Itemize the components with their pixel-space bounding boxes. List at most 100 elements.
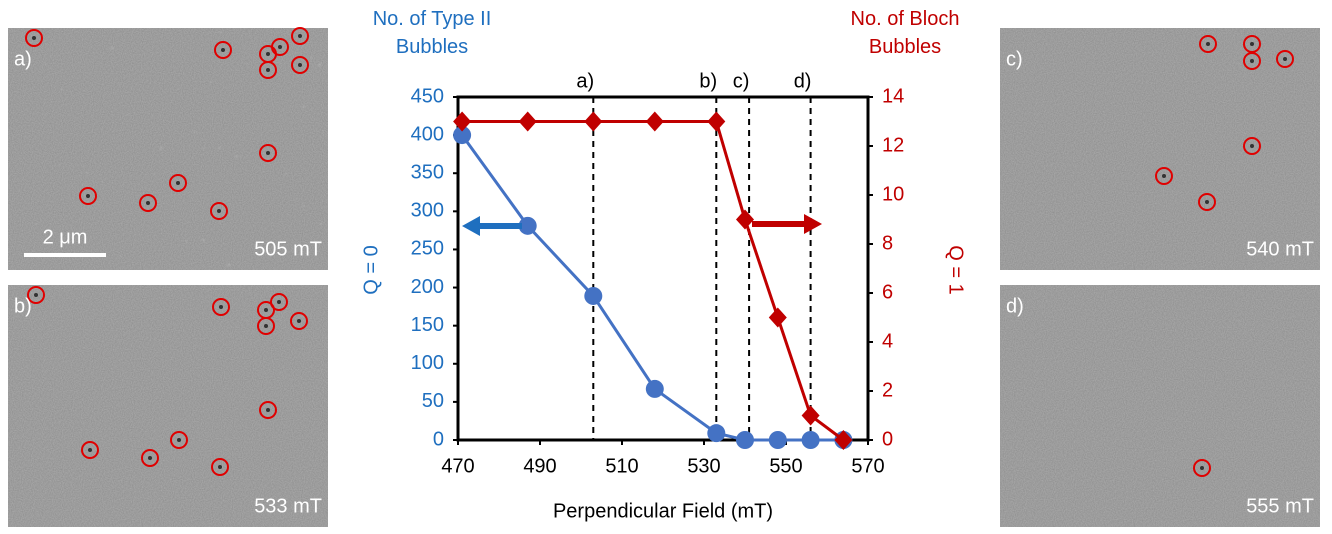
bubble-dot — [297, 319, 301, 323]
y2-tick-label: 10 — [882, 183, 904, 205]
image-noise — [1000, 28, 1320, 270]
bubble-circle — [211, 458, 229, 476]
x-tick-label: 530 — [687, 455, 720, 477]
bubble-dot — [1205, 200, 1209, 204]
data-point — [736, 209, 754, 230]
data-point — [768, 431, 787, 449]
bubble-circle — [170, 431, 188, 449]
bubble-circle — [81, 441, 99, 459]
data-point — [518, 111, 537, 132]
data-point — [453, 111, 472, 132]
bubble-circle — [169, 174, 187, 192]
axis-title: No. of Bloch Bubbles — [851, 8, 960, 58]
micrograph: a) 505 mT 2 μm — [8, 27, 328, 270]
bubble-dot — [264, 308, 268, 312]
bubble-circle — [25, 29, 43, 47]
data-point — [801, 431, 820, 449]
panel-label: a) — [14, 48, 32, 70]
panel-label: b) — [14, 295, 32, 317]
bubble-dot — [34, 293, 38, 297]
bubble-dot — [1283, 57, 1287, 61]
bubble-circle — [271, 38, 289, 56]
y2-tick-label: 2 — [882, 379, 893, 401]
x-tick-label: 490 — [523, 455, 556, 477]
x-tick-label: 510 — [605, 455, 638, 477]
bubble-dot — [177, 438, 181, 442]
bubble-dot — [218, 465, 222, 469]
bubble-dot — [1162, 174, 1166, 178]
micrograph: c) 540 mT — [1000, 28, 1320, 270]
axis-arrowhead — [804, 214, 822, 234]
bubble-circle — [1199, 35, 1217, 53]
bubble-dot — [278, 45, 282, 49]
bubble-dot — [146, 201, 150, 205]
data-point — [518, 216, 537, 235]
data-point — [707, 424, 726, 443]
bubble-circle — [291, 27, 309, 45]
bubble-dot — [88, 448, 92, 452]
field-label: 555 mT — [1246, 495, 1314, 517]
panel-label: c) — [1006, 48, 1023, 70]
y2-tick-label: 6 — [882, 281, 893, 303]
data-point — [453, 126, 472, 145]
bubble-dot — [298, 34, 302, 38]
bubble-circle — [141, 449, 159, 467]
marker-label: d) — [794, 70, 812, 92]
y-tick-label: 250 — [411, 238, 444, 260]
bubble-dot — [1250, 144, 1254, 148]
bubble-dot — [148, 456, 152, 460]
x-tick-label: 470 — [441, 455, 474, 477]
bubble-circle — [1155, 167, 1173, 185]
bubble-circle — [259, 61, 277, 79]
micrograph: d) 555 mT — [1000, 285, 1320, 527]
data-point — [707, 111, 726, 132]
data-point — [584, 286, 603, 305]
bubble-circle — [27, 286, 45, 304]
bubble-dot — [264, 324, 268, 328]
data-point — [801, 405, 820, 426]
micrograph: b) 533 mT — [8, 285, 328, 527]
bubble-dot — [266, 52, 270, 56]
image-noise — [8, 285, 328, 527]
bubble-dot — [217, 209, 221, 213]
data-point — [645, 111, 664, 132]
bubble-dot — [1206, 42, 1210, 46]
y2-axis-subtitle: Q = 1 — [945, 245, 967, 294]
image-noise — [1000, 285, 1320, 527]
data-point — [645, 379, 664, 398]
marker-label: a) — [576, 70, 594, 92]
y-tick-label: 200 — [411, 276, 444, 298]
bubble-dot — [298, 63, 302, 67]
field-label: 505 mT — [254, 238, 322, 260]
bubble-dot — [266, 151, 270, 155]
bubble-dot — [1250, 42, 1254, 46]
bubble-circle — [1198, 193, 1216, 211]
scale-bar-label: 2 μm — [43, 226, 88, 248]
y-tick-label: 300 — [411, 200, 444, 222]
y-tick-label: 400 — [411, 123, 444, 145]
bubble-circle — [290, 312, 308, 330]
x-axis-title: Perpendicular Field (mT) — [553, 500, 773, 522]
bubble-circle — [1243, 52, 1261, 70]
bubble-dot — [86, 194, 90, 198]
y2-tick-label: 4 — [882, 330, 893, 352]
x-tick-label: 570 — [851, 455, 884, 477]
axis-title: No. of Type II Bubbles — [373, 8, 492, 58]
bubble-circle — [291, 56, 309, 74]
bubble-circle — [212, 298, 230, 316]
marker-label: b) — [699, 70, 717, 92]
bubble-dot — [266, 68, 270, 72]
data-point — [768, 307, 787, 328]
marker-label: c) — [733, 70, 750, 92]
y-tick-label: 0 — [433, 428, 444, 450]
y2-tick-label: 8 — [882, 232, 893, 254]
bubble-circle — [259, 401, 277, 419]
data-point — [736, 431, 754, 449]
bubble-dot — [277, 300, 281, 304]
x-tick-label: 550 — [769, 455, 802, 477]
bubble-circle — [1193, 459, 1211, 477]
y-tick-label: 350 — [411, 162, 444, 184]
bubble-dot — [266, 408, 270, 412]
bubble-dot — [32, 36, 36, 40]
